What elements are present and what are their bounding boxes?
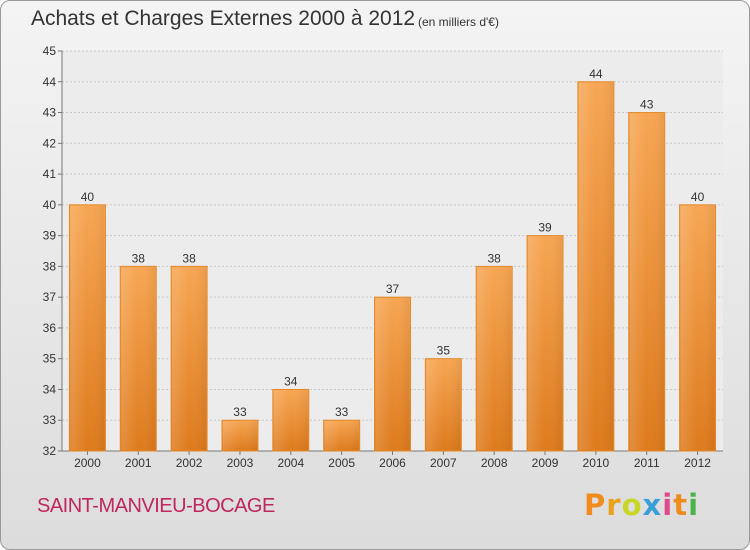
y-tick-label: 36	[43, 321, 57, 335]
data-label: 44	[589, 67, 603, 81]
logo-letter: i	[688, 488, 700, 522]
x-tick-label: 2008	[481, 456, 508, 470]
data-label: 37	[386, 282, 400, 296]
data-label: 33	[335, 405, 349, 419]
bar-shine	[629, 113, 664, 451]
y-tick-label: 41	[43, 167, 57, 181]
data-label: 40	[81, 190, 95, 204]
bar-shine	[273, 390, 308, 450]
bar-shine	[70, 205, 105, 450]
y-tick-label: 42	[43, 136, 57, 150]
data-label: 38	[488, 251, 502, 265]
x-tick-label: 2007	[430, 456, 457, 470]
y-tick-label: 38	[43, 259, 57, 273]
data-label: 40	[691, 190, 705, 204]
data-label: 39	[538, 221, 552, 235]
bar-shine	[578, 82, 613, 451]
data-label: 38	[132, 251, 146, 265]
bar-shine	[222, 421, 257, 450]
x-tick-label: 2010	[583, 456, 610, 470]
bars	[68, 81, 717, 452]
data-label: 38	[182, 251, 196, 265]
bar-shine	[477, 267, 512, 450]
y-tick-label: 37	[43, 290, 57, 304]
bar-shine	[680, 205, 715, 450]
x-tick-label: 2011	[634, 456, 660, 470]
logo-letter: r	[606, 488, 622, 522]
bar-shine	[426, 359, 461, 450]
bar-shine	[528, 236, 563, 450]
data-label: 34	[284, 374, 298, 388]
x-tick-label: 2001	[125, 456, 152, 470]
x-tick-label: 2004	[277, 456, 304, 470]
y-tick-label: 35	[43, 352, 57, 366]
y-tick-label: 32	[43, 444, 57, 458]
chart-title: Achats et Charges Externes 2000 à 2012	[31, 7, 416, 30]
data-label: 43	[640, 98, 654, 112]
bar-shine	[324, 421, 359, 450]
logo-letter: i	[662, 488, 674, 522]
logo-letter: P	[584, 488, 607, 522]
x-tick-label: 2000	[74, 456, 101, 470]
data-label: 35	[437, 344, 451, 358]
logo-letter: x	[642, 488, 663, 522]
x-tick-label: 2002	[176, 456, 203, 470]
logo-letter: t	[673, 488, 689, 522]
commune-name: SAINT-MANVIEU-BOCAGE	[37, 495, 275, 517]
y-tick-label: 45	[43, 44, 57, 58]
x-tick-label: 2003	[227, 456, 254, 470]
labels: 32 33 34 35 36 37 38 39 40 41 42 43 44 45 40 2000 38 2001…	[43, 44, 712, 470]
logo-letter: o	[621, 488, 643, 522]
y-tick-label: 33	[43, 413, 57, 427]
x-tick-label: 2006	[379, 456, 406, 470]
x-tick-label: 2012	[684, 456, 711, 470]
y-tick-label: 43	[43, 106, 57, 120]
unit-note: (en milliers d'€)	[418, 15, 499, 29]
proxiti-logo: Proxiti	[584, 488, 699, 522]
bar-shine	[172, 267, 207, 450]
y-tick-label: 44	[43, 75, 57, 89]
data-label: 33	[233, 405, 247, 419]
x-tick-label: 2005	[328, 456, 355, 470]
y-tick-label: 39	[43, 229, 57, 243]
y-tick-label: 34	[43, 382, 57, 396]
bar-shine	[121, 267, 156, 450]
x-tick-label: 2009	[532, 456, 559, 470]
y-tick-label: 40	[43, 198, 57, 212]
bar-shine	[375, 298, 410, 450]
